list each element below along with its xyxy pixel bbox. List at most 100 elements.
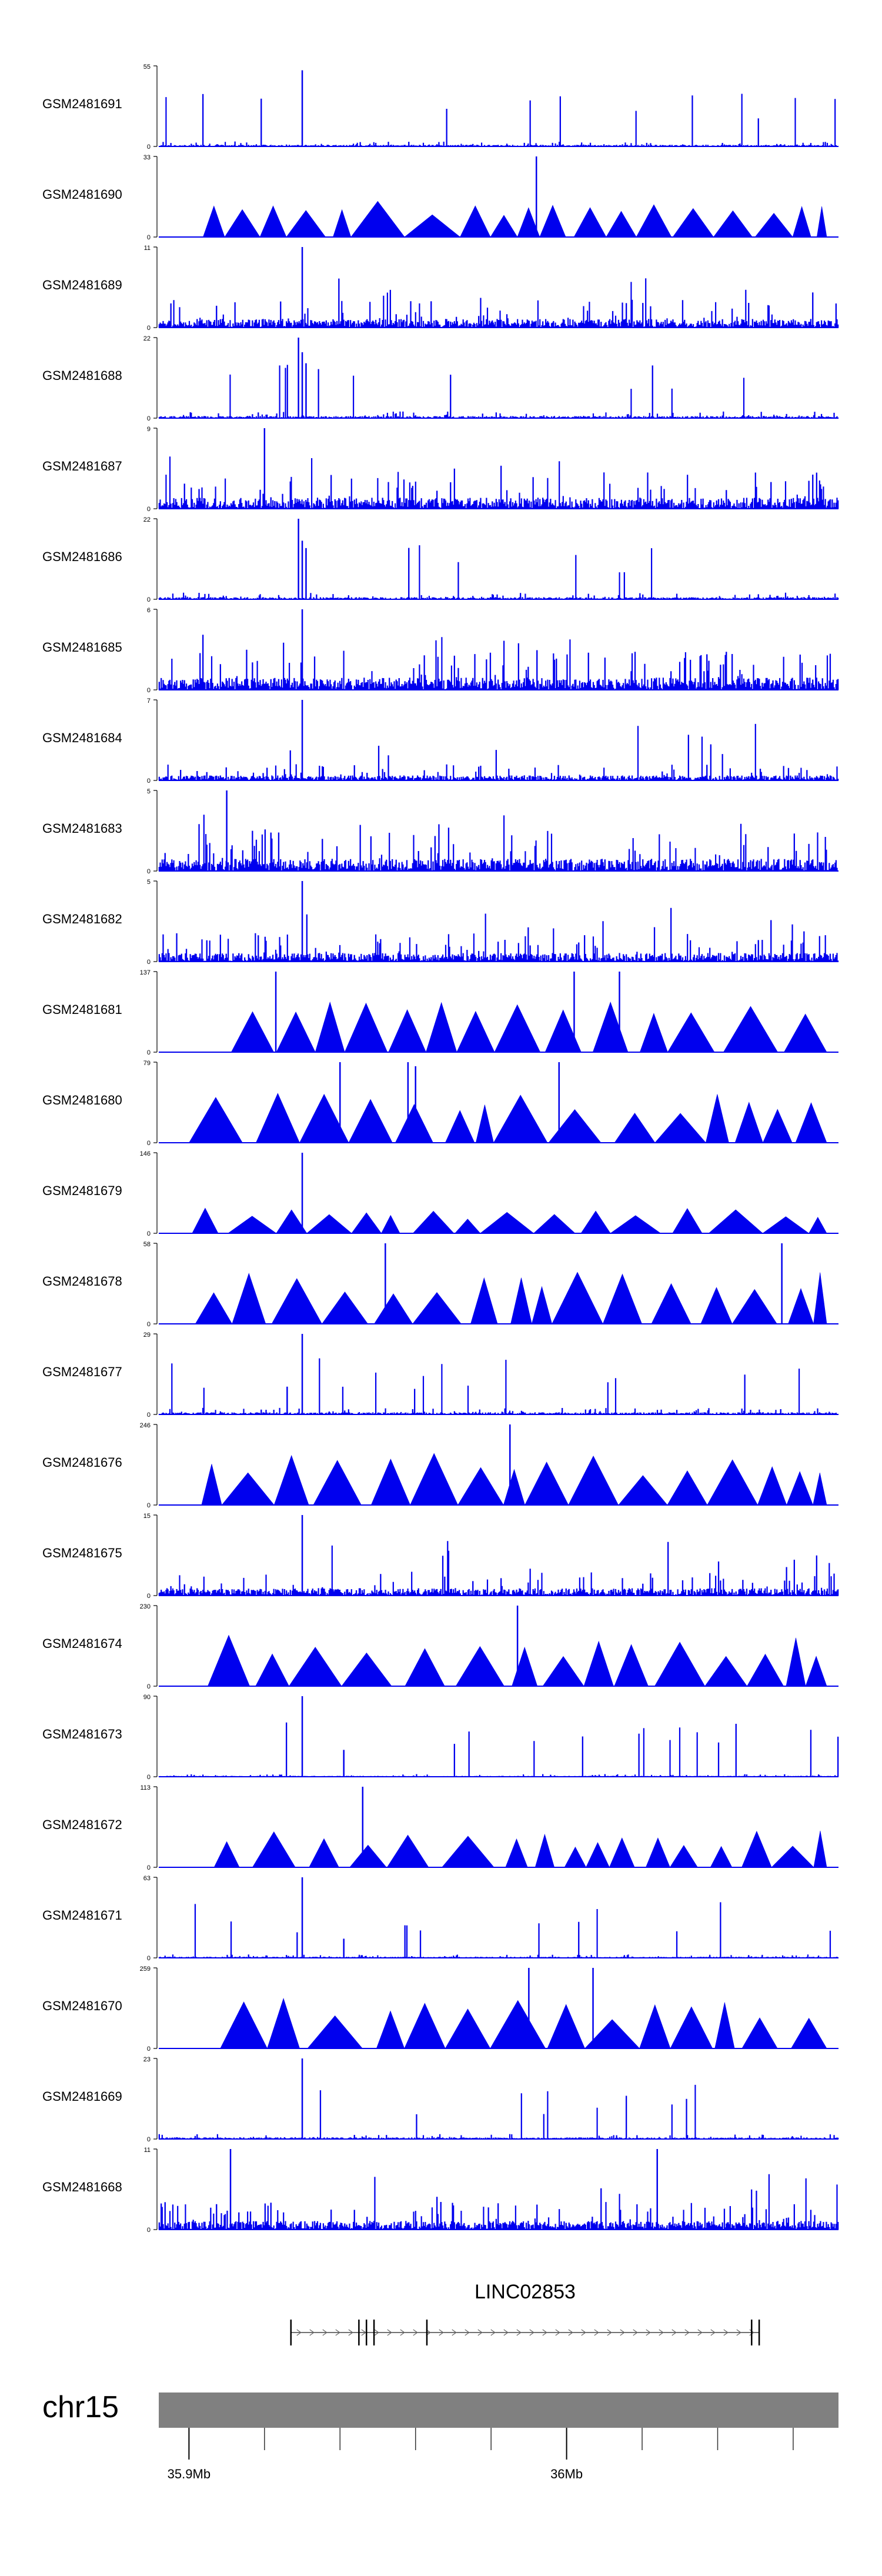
track-name: GSM2481668 xyxy=(42,2180,122,2194)
y-min-label: 0 xyxy=(147,1955,151,1962)
signal-area xyxy=(158,723,839,781)
signal-area xyxy=(202,201,827,238)
y-max-label: 22 xyxy=(143,516,151,523)
track-name: GSM2481688 xyxy=(42,368,122,383)
strand-arrow xyxy=(361,2329,366,2336)
strand-arrow xyxy=(736,2329,741,2336)
signal-area xyxy=(158,815,839,872)
signal-area xyxy=(158,456,839,509)
y-max-label: 22 xyxy=(143,335,151,342)
y-min-label: 0 xyxy=(147,868,151,875)
y-min-label: 0 xyxy=(147,1321,151,1328)
track-GSM2481683: GSM2481683 5 0 xyxy=(42,788,839,875)
strand-arrow xyxy=(348,2329,353,2336)
strand-arrow xyxy=(607,2329,612,2336)
y-min-label: 0 xyxy=(147,1230,151,1237)
gene-label: LINC02853 xyxy=(475,2281,576,2303)
track-GSM2481671: GSM2481671 63 0 xyxy=(42,1875,839,1962)
track-name: GSM2481689 xyxy=(42,278,122,292)
strand-arrow xyxy=(452,2329,457,2336)
track-name: GSM2481685 xyxy=(42,640,122,655)
y-max-label: 11 xyxy=(144,2147,151,2154)
strand-arrow xyxy=(465,2329,470,2336)
y-min-label: 0 xyxy=(147,1502,151,1509)
track-GSM2481672: GSM2481672 113 0 xyxy=(42,1784,838,1871)
y-max-label: 146 xyxy=(140,1150,151,1157)
strand-arrow xyxy=(659,2329,664,2336)
track-GSM2481675: GSM2481675 15 0 xyxy=(42,1513,839,1600)
track-GSM2481682: GSM2481682 5 0 xyxy=(42,879,839,966)
strand-arrow xyxy=(555,2329,560,2336)
signal-area xyxy=(158,1541,839,1596)
strand-arrow xyxy=(296,2329,302,2336)
signal-area xyxy=(158,545,839,600)
strand-arrow xyxy=(581,2329,586,2336)
strand-arrow xyxy=(529,2329,534,2336)
y-min-label: 0 xyxy=(147,1593,151,1600)
strand-arrow xyxy=(684,2329,690,2336)
y-min-label: 0 xyxy=(147,415,151,422)
signal-area xyxy=(188,1093,827,1143)
y-max-label: 33 xyxy=(143,154,151,161)
strand-arrow xyxy=(542,2329,547,2336)
strand-arrow xyxy=(335,2329,340,2336)
track-name: GSM2481678 xyxy=(42,1274,122,1289)
track-GSM2481674: GSM2481674 230 0 xyxy=(42,1603,838,1690)
strand-arrow xyxy=(439,2329,444,2336)
strand-arrow xyxy=(646,2329,651,2336)
track-GSM2481678: GSM2481678 58 0 xyxy=(42,1241,838,1328)
axis-tick-label: 35.9Mb xyxy=(168,2467,211,2481)
track-GSM2481679: GSM2481679 146 0 xyxy=(42,1150,838,1237)
track-name: GSM2481681 xyxy=(42,1002,122,1017)
signal-area xyxy=(192,1207,827,1234)
y-max-label: 23 xyxy=(143,2056,151,2063)
track-name: GSM2481675 xyxy=(42,1546,122,1560)
y-min-label: 0 xyxy=(147,959,151,966)
y-max-label: 29 xyxy=(143,1332,151,1339)
y-max-label: 9 xyxy=(147,426,151,433)
y-max-label: 63 xyxy=(143,1875,151,1882)
y-min-label: 0 xyxy=(147,2136,151,2143)
strand-arrow xyxy=(620,2329,625,2336)
y-max-label: 230 xyxy=(140,1603,151,1610)
y-min-label: 0 xyxy=(147,778,151,785)
y-min-label: 0 xyxy=(147,596,151,603)
y-min-label: 0 xyxy=(147,2227,151,2234)
track-name: GSM2481670 xyxy=(42,1998,122,2013)
track-name: GSM2481679 xyxy=(42,1183,122,1198)
strand-arrow xyxy=(387,2329,392,2336)
strand-arrow xyxy=(594,2329,599,2336)
strand-arrow xyxy=(477,2329,483,2336)
y-max-label: 90 xyxy=(143,1694,151,1701)
chromosome-ideogram xyxy=(159,2393,838,2428)
track-name: GSM2481686 xyxy=(42,549,122,564)
track-panel: GSM2481691550GSM2481690330GSM2481689110G… xyxy=(42,64,839,2234)
track-GSM2481668: GSM2481668 11 0 xyxy=(42,2147,839,2234)
track-name: GSM2481687 xyxy=(42,459,122,473)
y-min-label: 0 xyxy=(147,1864,151,1871)
track-name: GSM2481680 xyxy=(42,1093,122,1107)
strand-arrow xyxy=(309,2329,315,2336)
y-min-label: 0 xyxy=(147,325,151,332)
signal-area xyxy=(158,907,839,962)
y-max-label: 137 xyxy=(140,969,151,976)
track-GSM2481669: GSM2481669 23 0 xyxy=(42,2056,839,2143)
signal-area xyxy=(220,1998,827,2049)
track-GSM2481680: GSM2481680 79 0 xyxy=(42,1060,838,1147)
y-max-label: 58 xyxy=(143,1241,151,1248)
track-GSM2481691: GSM2481691 55 0 xyxy=(42,64,839,151)
strand-arrow xyxy=(322,2329,328,2336)
signal-area xyxy=(158,94,839,147)
strand-arrow xyxy=(413,2329,418,2336)
y-max-label: 7 xyxy=(147,698,151,705)
track-name: GSM2481677 xyxy=(42,1364,122,1379)
y-max-label: 55 xyxy=(143,64,151,71)
track-name: GSM2481673 xyxy=(42,1727,122,1741)
track-GSM2481688: GSM2481688 22 0 xyxy=(42,335,839,422)
signal-area xyxy=(207,1634,827,1687)
track-GSM2481670: GSM2481670 259 0 xyxy=(42,1966,838,2053)
strand-arrow xyxy=(723,2329,729,2336)
strand-arrow xyxy=(516,2329,522,2336)
signal-area xyxy=(158,2174,839,2230)
y-min-label: 0 xyxy=(147,1049,151,1056)
